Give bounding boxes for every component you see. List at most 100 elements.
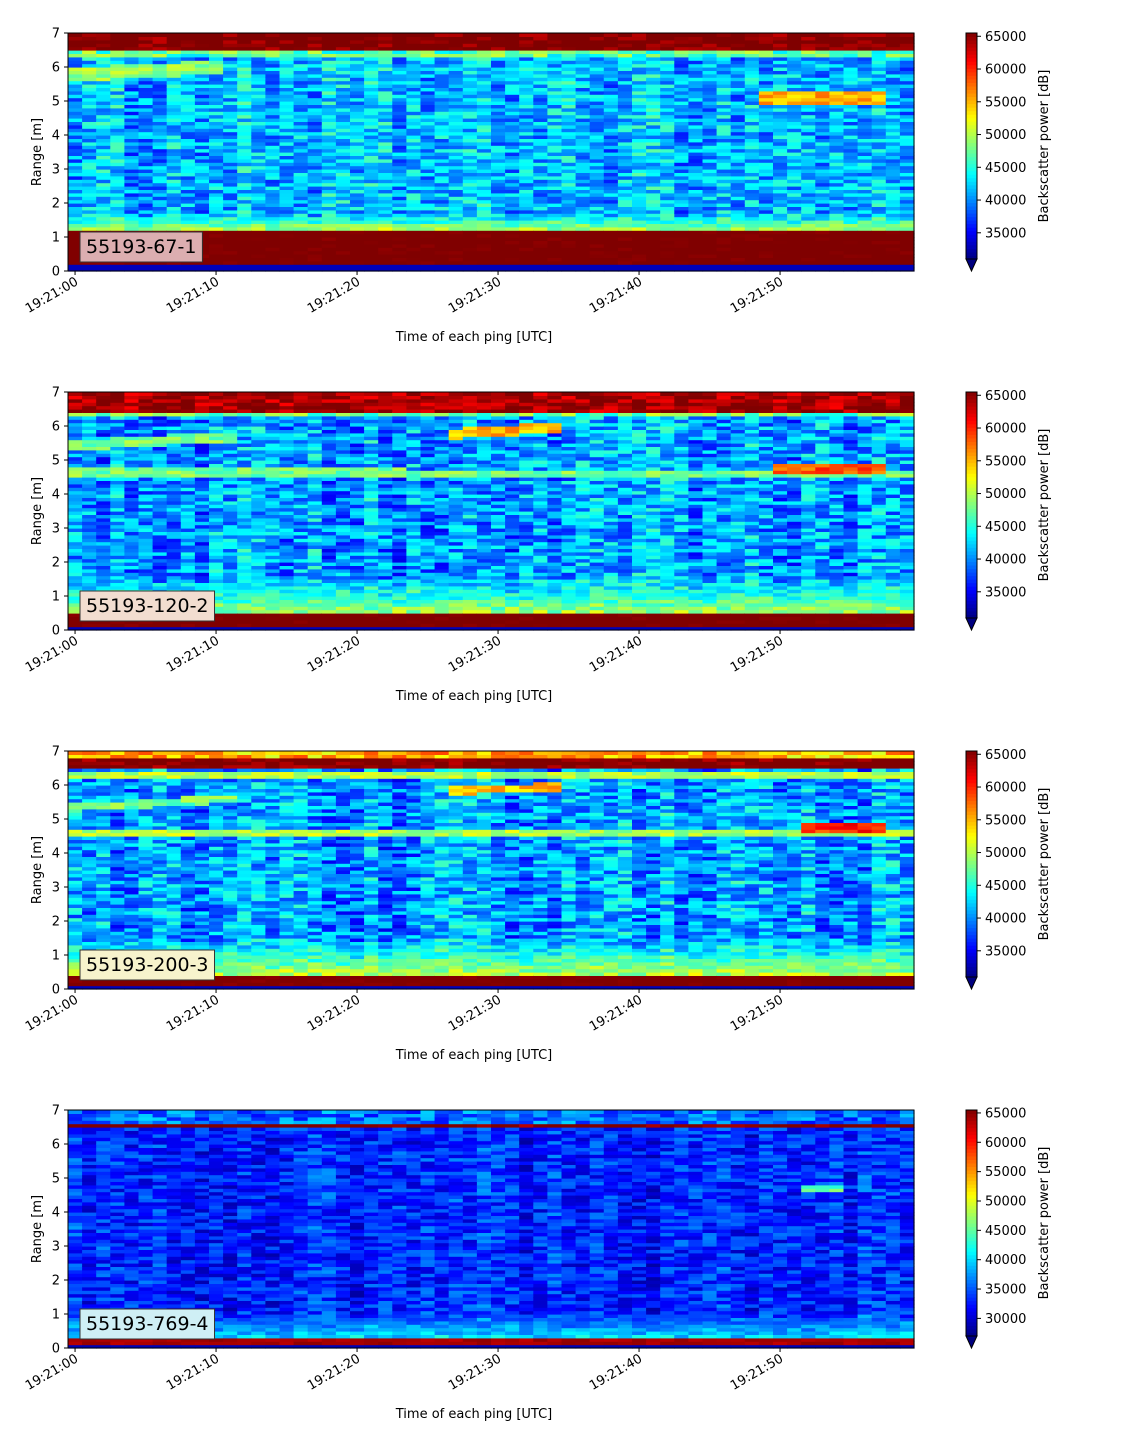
heatmap-cell [180, 209, 196, 214]
heatmap-cell [110, 145, 125, 150]
heatmap-cell [293, 182, 309, 187]
heatmap-cell [378, 148, 393, 153]
heatmap-cell [364, 46, 379, 51]
heatmap-cell [82, 39, 97, 44]
heatmap-cell [82, 186, 97, 190]
heatmap-cell [420, 36, 436, 41]
heatmap-cell [773, 192, 788, 197]
heatmap-cell [815, 131, 830, 136]
heatmap-cell [209, 107, 224, 112]
heatmap-cell [758, 250, 774, 255]
heatmap-cell [533, 203, 548, 207]
heatmap-cell [364, 243, 379, 248]
heatmap-cell [321, 162, 337, 167]
heatmap-cell [138, 504, 154, 509]
heatmap-cell [350, 131, 365, 136]
heatmap-cell [82, 165, 97, 170]
heatmap-cell [110, 118, 125, 122]
heatmap-cell [420, 189, 436, 194]
heatmap-cell [96, 118, 111, 122]
heatmap-cell [364, 73, 379, 78]
heatmap-cell [124, 138, 140, 143]
heatmap-cell [420, 46, 436, 51]
heatmap-cell [124, 186, 140, 190]
heatmap-cell [350, 50, 365, 54]
heatmap-cell [335, 128, 351, 133]
heatmap-cell [406, 260, 422, 265]
heatmap-cell [138, 80, 154, 85]
heatmap-cell [815, 148, 830, 153]
heatmap-cell [406, 60, 422, 65]
heatmap-cell [251, 53, 266, 58]
heatmap-cell [744, 216, 760, 221]
heatmap-cell [293, 73, 309, 78]
heatmap-cell [448, 199, 464, 204]
heatmap-cell [124, 199, 140, 204]
heatmap-cell [406, 90, 422, 95]
heatmap-cell [476, 226, 492, 231]
heatmap-cell [138, 128, 154, 133]
heatmap-cell [152, 107, 168, 112]
heatmap-cell [434, 196, 450, 201]
heatmap-cell [364, 118, 379, 122]
heatmap-cell [420, 179, 436, 184]
heatmap-cell [392, 145, 407, 150]
heatmap-cell [307, 152, 323, 156]
heatmap-cell [462, 243, 478, 248]
heatmap-cell [265, 138, 281, 143]
heatmap-cell [152, 77, 168, 82]
heatmap-cell [392, 179, 407, 184]
heatmap-cell [96, 419, 111, 424]
colorbar-tick-label: 35000 [985, 226, 1026, 241]
heatmap-cell [180, 60, 196, 65]
heatmap-cell [476, 70, 492, 75]
heatmap-cell [716, 216, 732, 221]
heatmap-cell [307, 36, 323, 41]
heatmap-cell [209, 189, 224, 194]
heatmap-cell [350, 226, 365, 231]
colorbar-segment [966, 100, 977, 105]
heatmap-cell [180, 155, 196, 160]
heatmap-cell [476, 206, 492, 211]
heatmap-cell [392, 158, 407, 163]
heatmap-cell [321, 77, 337, 82]
heatmap-cell [265, 182, 281, 187]
heatmap-cell [180, 192, 196, 197]
heatmap-cell [265, 264, 281, 269]
heatmap-cell [505, 267, 520, 272]
heatmap-cell [335, 101, 351, 105]
heatmap-cell [307, 172, 323, 177]
heatmap-cell [476, 36, 492, 41]
heatmap-cell [505, 114, 520, 119]
heatmap-cell [223, 43, 238, 48]
heatmap-cell [307, 131, 323, 136]
y-tick-label: 3 [52, 163, 60, 178]
heatmap-cell [279, 43, 295, 48]
heatmap-cell [124, 392, 140, 396]
heatmap-cell [476, 155, 492, 160]
heatmap-cell [434, 199, 450, 204]
heatmap-cell [124, 223, 140, 228]
heatmap-cell [251, 175, 266, 180]
heatmap-cell [166, 182, 182, 187]
heatmap-cell [180, 419, 196, 424]
heatmap-cell [194, 141, 210, 146]
heatmap-cell [434, 162, 450, 167]
heatmap-cell [223, 237, 238, 241]
heatmap-cell [448, 196, 464, 201]
y-axis-label: Range [m] [30, 118, 45, 186]
heatmap-cell [617, 264, 633, 269]
colorbar-tick-label: 55000 [985, 95, 1026, 110]
heatmap-cell [237, 267, 252, 272]
heatmap-cell [251, 165, 266, 170]
heatmap-cell [251, 148, 266, 153]
heatmap-cell [110, 138, 125, 143]
heatmap-cell [420, 124, 436, 129]
heatmap-cell [519, 230, 534, 235]
heatmap-cell [434, 223, 450, 228]
colorbar-segment [966, 181, 977, 186]
heatmap-cell [152, 402, 168, 407]
heatmap-cell [152, 155, 168, 160]
heatmap-cell [871, 175, 887, 180]
heatmap-cell [82, 46, 97, 51]
